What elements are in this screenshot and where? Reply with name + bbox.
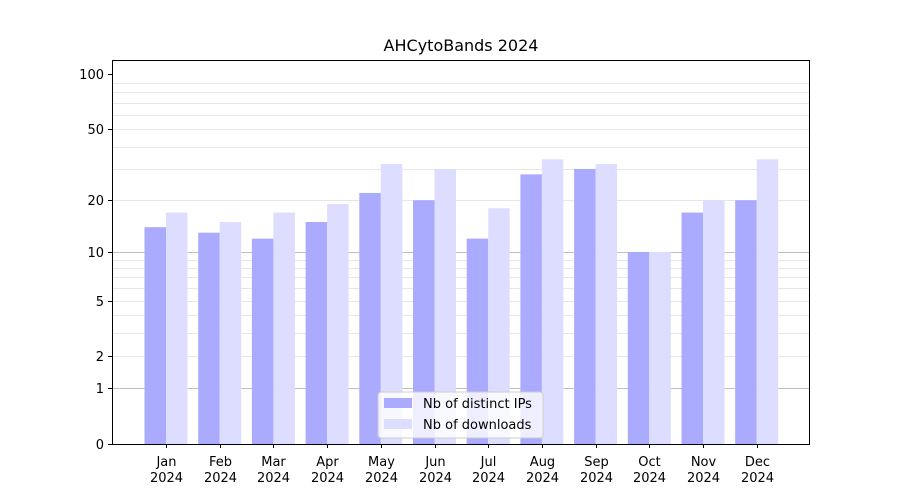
- x-tick-label: Sep 2024: [580, 455, 613, 486]
- x-tick-label: Aug 2024: [526, 455, 559, 486]
- bar-downloads: [541, 159, 564, 444]
- bar-distinct-ips: [574, 169, 596, 444]
- bar-distinct-ips: [681, 212, 703, 444]
- bar-distinct-ips: [520, 174, 542, 444]
- y-axis: 0 1 2 5 10 20 50 100: [79, 68, 112, 453]
- bar-distinct-ips: [144, 227, 166, 444]
- bar-downloads: [273, 212, 295, 444]
- y-tick-label: 2: [96, 350, 104, 365]
- x-tick-label: Jun 2024: [419, 455, 452, 486]
- bar-distinct-ips: [735, 200, 757, 444]
- bar-downloads: [488, 208, 510, 444]
- legend-label-downloads: Nb of downloads: [423, 418, 532, 433]
- bar-distinct-ips: [198, 232, 220, 444]
- x-tick-label: Nov 2024: [687, 455, 720, 486]
- bar-downloads: [703, 200, 725, 444]
- x-tick-label: Jul 2024: [472, 455, 505, 486]
- bar-downloads: [434, 169, 456, 444]
- bar-downloads: [595, 164, 618, 444]
- y-tick-label: 100: [79, 68, 104, 83]
- legend: Nb of distinct IPs Nb of downloads: [377, 391, 544, 439]
- bar-distinct-ips: [413, 200, 435, 444]
- bar-downloads: [166, 212, 188, 444]
- x-tick-label: Oct 2024: [633, 455, 666, 486]
- y-tick-label: 0: [96, 438, 104, 453]
- bar-downloads: [380, 164, 403, 444]
- x-tick-label: May 2024: [365, 455, 398, 486]
- y-tick-label: 1: [96, 382, 104, 397]
- legend-label-distinct-ips: Nb of distinct IPs: [423, 397, 532, 412]
- y-tick-label: 20: [87, 194, 104, 209]
- bar-downloads: [649, 252, 671, 444]
- legend-swatch-downloads: [384, 419, 412, 429]
- bar-downloads: [756, 159, 779, 444]
- legend-swatch-distinct-ips: [384, 398, 412, 408]
- x-tick-label: Feb 2024: [204, 455, 237, 486]
- y-tick-label: 50: [87, 123, 104, 138]
- x-tick-label: Apr 2024: [311, 455, 344, 486]
- y-tick-label: 5: [96, 295, 104, 310]
- x-axis: Jan 2024 Feb 2024 Mar 2024 Apr 2024 May 2024 Jun 20…: [150, 444, 774, 486]
- bars-layer: [144, 159, 779, 444]
- bar-downloads: [219, 221, 242, 444]
- x-tick-label: Dec 2024: [741, 455, 774, 486]
- x-tick-label: Jan 2024: [150, 455, 183, 486]
- bar-distinct-ips: [359, 192, 381, 444]
- bar-distinct-ips: [251, 238, 274, 444]
- y-tick-label: 10: [87, 246, 104, 261]
- x-tick-label: Mar 2024: [257, 455, 290, 486]
- chart-title: AHCytoBands 2024: [384, 36, 539, 55]
- bar-downloads: [327, 204, 349, 444]
- plot-frame: [112, 60, 810, 445]
- bar-distinct-ips: [627, 252, 650, 444]
- bar-distinct-ips: [305, 221, 328, 444]
- legend-box: [377, 391, 544, 439]
